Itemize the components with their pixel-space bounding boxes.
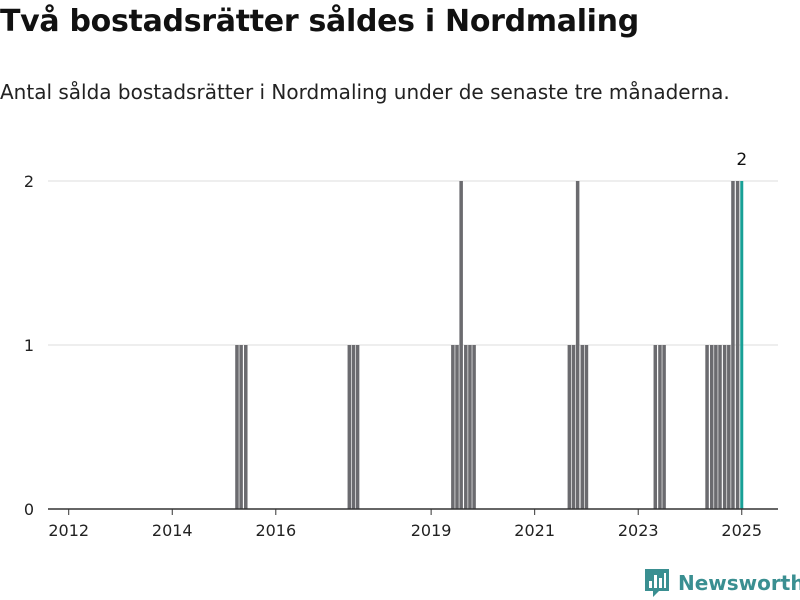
x-tick-label-2021: 2021 — [514, 521, 555, 540]
bar-12 — [567, 345, 572, 509]
bar-25 — [727, 345, 731, 509]
x-tick-label-2025: 2025 — [721, 521, 762, 540]
bar-7 — [455, 345, 459, 509]
bar-22 — [714, 345, 718, 509]
x-tick-label-2012: 2012 — [48, 521, 89, 540]
bar-3 — [347, 345, 352, 509]
bar-24 — [722, 345, 727, 509]
bar-5 — [355, 345, 360, 509]
bar-6 — [451, 345, 455, 509]
bar-4 — [351, 345, 356, 509]
bar-9 — [464, 345, 468, 509]
y-tick-label-2: 2 — [24, 172, 34, 191]
y-tick-label-0: 0 — [24, 500, 34, 519]
bar-23 — [718, 345, 722, 509]
x-tick-label-2016: 2016 — [255, 521, 296, 540]
page-title: Två bostadsrätter såldes i Nordmaling — [0, 4, 639, 39]
bar-11 — [472, 345, 476, 509]
bar-13 — [571, 345, 576, 509]
bar-10 — [468, 345, 472, 509]
bar-2 — [244, 345, 248, 509]
bar-0 — [235, 345, 239, 509]
bar-14 — [575, 181, 580, 509]
bar-21 — [709, 345, 714, 509]
bar-chart-logo-icon — [645, 569, 669, 597]
brand-name: Newsworthy — [678, 571, 800, 595]
bar-chart: 0 1 2 2 2012 2014 2016 2019 2021 2023 2025 — [24, 150, 778, 540]
x-tick-label-2023: 2023 — [618, 521, 659, 540]
page-subtitle: Antal sålda bostadsrätter i Nordmaling u… — [0, 80, 730, 104]
newsworthy-brand: Newsworthy — [644, 568, 800, 598]
axes — [48, 508, 778, 515]
bar-18 — [658, 345, 662, 509]
bar-8 — [459, 181, 463, 509]
bar-16 — [584, 345, 589, 509]
bar-17 — [653, 345, 658, 509]
y-tick-label-1: 1 — [24, 336, 34, 355]
bars — [235, 181, 744, 509]
grid-lines — [48, 180, 778, 346]
highlight-value-label: 2 — [736, 150, 747, 170]
labels: 0 1 2 2 2012 2014 2016 2019 2021 2023 2025 — [24, 150, 762, 540]
bar-27 — [735, 181, 740, 509]
bar-15 — [580, 345, 585, 509]
bar-20 — [705, 345, 709, 509]
bar-19 — [662, 345, 666, 509]
bar-1 — [239, 345, 243, 509]
bar-26 — [731, 181, 735, 509]
x-tick-label-2019: 2019 — [411, 521, 452, 540]
x-tick-label-2014: 2014 — [152, 521, 193, 540]
bar-highlight — [740, 181, 744, 509]
